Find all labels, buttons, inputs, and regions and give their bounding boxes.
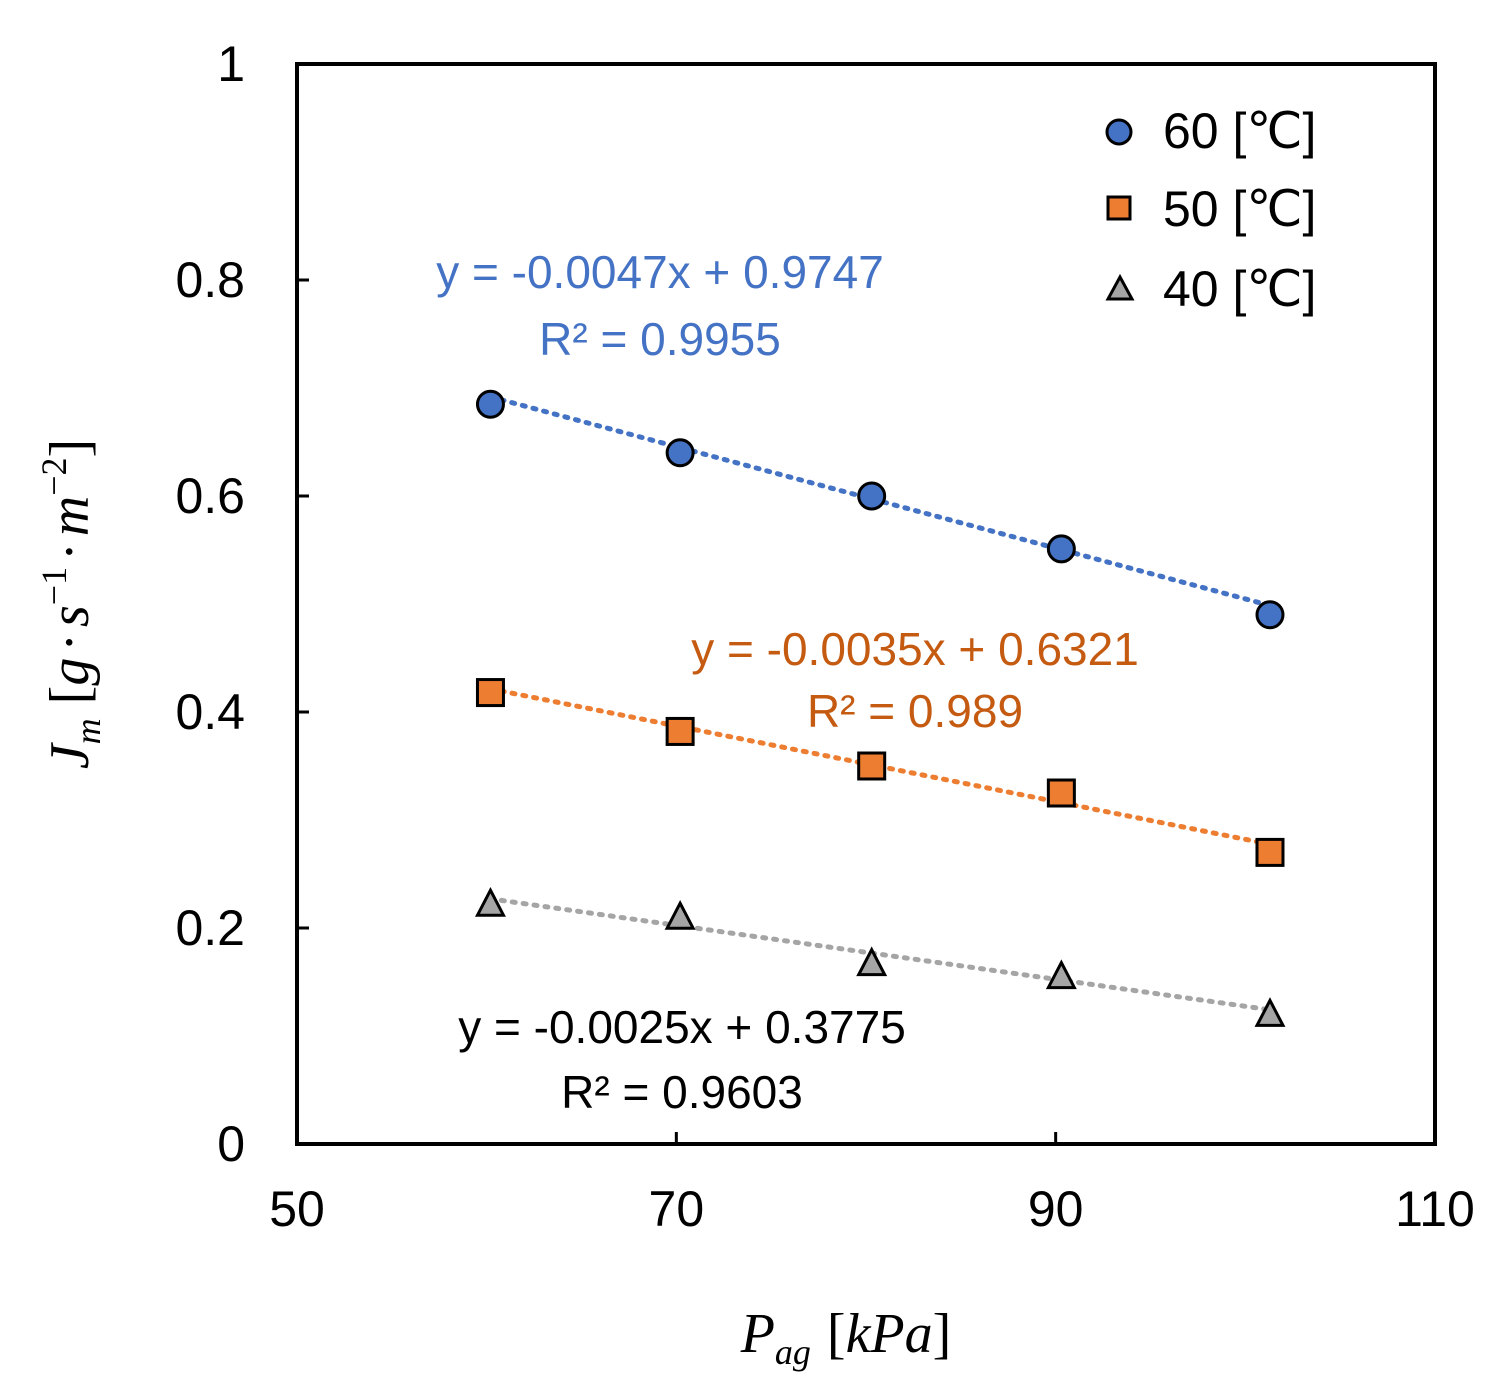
x-tick-label: 70 <box>649 1181 705 1237</box>
x-title-bracket-close: ] <box>933 1303 952 1365</box>
y-tick-label: 0.6 <box>175 468 245 524</box>
point-square <box>475 678 505 708</box>
y-tick-label: 1 <box>217 36 245 92</box>
point-triangle <box>664 899 696 930</box>
equation-40-formula: y = -0.0025x + 0.3775 <box>458 1001 906 1053</box>
y-tick-label: 0.8 <box>175 252 245 308</box>
point-square <box>1046 778 1076 808</box>
point-circle <box>475 389 505 419</box>
point-triangle <box>856 946 888 977</box>
x-axis-title: Pag [kPa] <box>740 1303 952 1372</box>
equation-60-r2: R² = 0.9955 <box>539 313 781 365</box>
equation-40: y = -0.0025x + 0.3775 R² = 0.9603 <box>458 1001 906 1118</box>
equation-50: y = -0.0035x + 0.6321 R² = 0.989 <box>691 623 1139 737</box>
y-title-m: m <box>39 496 101 536</box>
y-title-g: g <box>39 658 101 686</box>
y-tick-label: 0.4 <box>175 684 245 740</box>
equation-50-formula: y = -0.0035x + 0.6321 <box>691 623 1139 675</box>
equation-60-formula: y = -0.0047x + 0.9747 <box>436 246 884 298</box>
equation-50-r2: R² = 0.989 <box>807 685 1023 737</box>
y-title-dot2: · <box>39 542 101 561</box>
y-title-bracket-close: ] <box>39 439 101 458</box>
x-title-unit: kPa <box>846 1303 933 1365</box>
y-title-s: s <box>39 605 101 627</box>
y-title-exp1: −1 <box>34 567 74 605</box>
x-title-main: P <box>740 1303 775 1365</box>
legend-label-50: 50 [℃] <box>1163 181 1316 237</box>
point-triangle <box>1045 959 1077 990</box>
x-tick-label: 110 <box>1395 1181 1475 1237</box>
y-tick-label: 0.2 <box>175 900 245 956</box>
legend-marker-square <box>1106 195 1132 221</box>
data-points <box>474 389 1286 1027</box>
point-circle <box>857 481 887 511</box>
equation-60: y = -0.0047x + 0.9747 R² = 0.9955 <box>436 246 884 365</box>
point-square <box>857 751 887 781</box>
y-tick-label: 0 <box>217 1116 245 1172</box>
point-triangle <box>474 886 506 917</box>
point-triangle <box>1254 997 1286 1027</box>
y-axis-title: Jm[g·s−1·m−2] <box>34 439 108 769</box>
point-square <box>665 716 695 746</box>
y-title-bracket-open: [ <box>39 686 101 705</box>
point-circle <box>1046 534 1076 564</box>
x-title-bracket-open: [ <box>827 1303 846 1365</box>
y-title-dot1: · <box>39 633 101 652</box>
point-square <box>1255 837 1285 867</box>
legend: 60 [℃] 50 [℃] 40 [℃] <box>1105 103 1316 317</box>
equation-40-r2: R² = 0.9603 <box>561 1066 803 1118</box>
x-tick-label: 50 <box>269 1181 325 1237</box>
point-circle <box>1255 600 1285 630</box>
trendline-circle <box>487 394 1273 609</box>
x-title-sub: ag <box>775 1332 811 1372</box>
y-title-main: J <box>39 741 101 769</box>
y-title-sub: m <box>68 718 108 744</box>
legend-label-40: 40 [℃] <box>1163 261 1316 317</box>
legend-label-60: 60 [℃] <box>1163 103 1316 159</box>
legend-marker-circle <box>1105 118 1133 146</box>
trendline-triangle <box>487 896 1273 1013</box>
legend-marker-triangle <box>1105 273 1135 301</box>
y-title-exp2: −2 <box>34 457 74 495</box>
x-tick-label: 90 <box>1028 1181 1084 1237</box>
point-circle <box>665 438 695 468</box>
axis-ticks: 0 0.2 0.4 0.6 0.8 1 50 70 90 110 <box>175 36 1474 1237</box>
